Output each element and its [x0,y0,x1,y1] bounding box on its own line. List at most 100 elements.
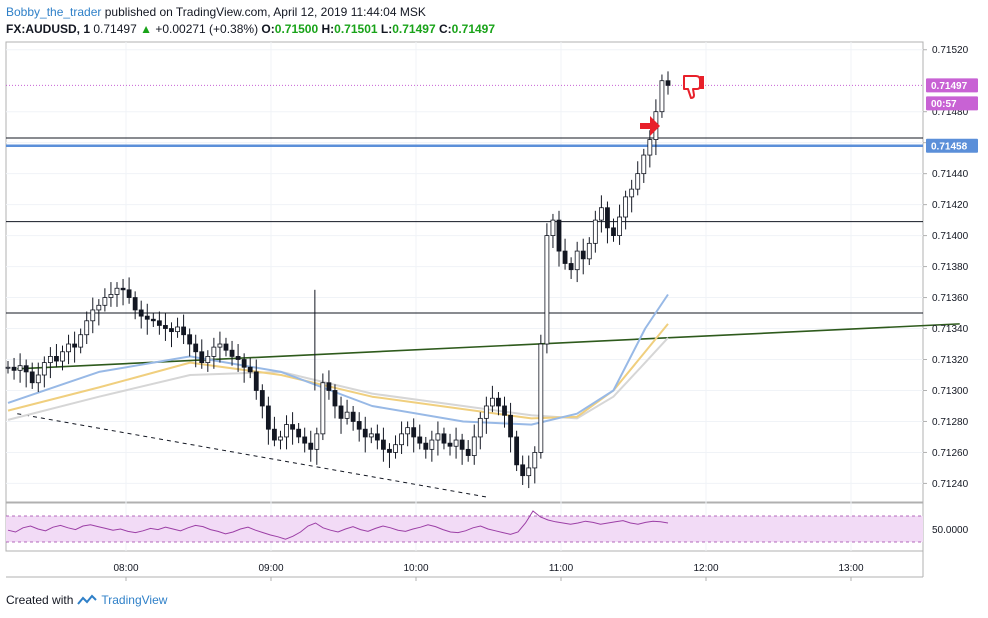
candle-body [381,439,386,450]
candle-body [278,436,283,441]
candle-body [405,427,411,435]
candle-body [514,436,520,466]
candle-body [217,343,223,348]
symbol-label[interactable]: FX:AUDUSD, 1 [6,22,91,36]
moving-averages [7,293,669,426]
time-tick-label: 08:00 [113,563,138,574]
candle-body [332,390,338,407]
horizontal-levels[interactable] [6,84,960,498]
ma-gray-line [7,337,669,421]
open-label: O: [261,22,275,36]
price-tick-label: 0.71240 [932,479,969,490]
candle-body [54,356,59,362]
candle-body [665,80,671,86]
candle-body [11,366,17,371]
candle-body [41,362,47,376]
candle-body [526,467,532,477]
price-tick-label: 0.71340 [932,324,969,335]
candle-body [611,227,616,237]
candle-body [617,216,622,237]
candle-body [490,397,495,407]
candle-body [96,304,102,311]
high-label: H: [321,22,335,36]
price-change: +0.00271 (+0.38%) [155,22,259,36]
candle-body [72,343,78,348]
candle-body [399,433,404,446]
created-with-label: Created with [6,593,74,607]
candle-body [120,287,126,291]
candle-body [374,433,380,441]
candle-body [66,343,71,353]
candle-body [144,315,150,320]
candle-body [253,371,259,391]
candle-body [302,436,308,444]
last-price: 0.71497 [93,22,137,36]
candle-body [47,356,53,364]
candle-body [126,289,132,298]
candle-body [435,433,441,441]
candle-body [605,207,610,229]
candle-body [659,80,665,113]
candle-body [635,173,641,190]
candle-body [368,433,374,438]
candle-body [314,433,320,450]
candle-body [326,382,332,391]
candle-body [290,424,295,430]
candle-body [175,326,180,333]
trend-line [17,323,960,370]
candle-body [344,411,350,419]
candle-body [623,196,629,218]
candle-body [169,328,174,333]
candle-body [199,351,205,364]
candle-body [114,287,120,295]
candle-body [193,343,199,353]
red-arrow-icon [640,116,660,136]
grid [6,42,923,551]
rsi-band [6,515,923,543]
candle-body [296,428,302,438]
price-tick-label: 0.71520 [932,45,969,56]
rsi-axis-label: 50.0000 [932,525,969,536]
open-value: 0.71500 [274,22,319,36]
time-tick-label: 12:00 [693,563,718,574]
candle-body [29,371,35,384]
candle-body [411,427,417,438]
ohlc-legend: FX:AUDUSD, 1 0.71497 ▲ +0.00271 (+0.38%)… [6,21,495,37]
price-tick-label: 0.71380 [932,262,969,273]
candle-body [205,356,211,364]
candle-body [592,219,598,244]
support-level-tag-box [926,138,978,153]
rsi-band-fill [6,516,923,542]
candle-body [150,318,156,322]
published-info: published on TradingView.com, April 12, … [104,5,426,19]
last-price-tag-box [926,78,978,93]
candle-body [471,436,477,456]
candle-body [35,374,41,384]
candle-body [132,297,138,311]
countdown-tag: 00:57 [931,99,957,110]
tradingview-link[interactable]: TradingView [101,593,168,607]
candle-body [387,448,392,453]
candle-body [138,309,144,317]
author-name[interactable]: Bobby_the_trader [6,5,102,19]
candle-body [17,365,23,371]
candle-body [502,405,507,416]
candle-body [235,356,241,360]
candle-body [90,309,96,322]
low-value: 0.71497 [392,22,436,36]
ma-yellow-line [7,323,669,420]
price-tick-label: 0.71300 [932,386,969,397]
tradingview-logo-icon [77,594,98,605]
candle-body [459,439,465,450]
countdown-tag-box [926,96,978,111]
candle-body [108,294,114,298]
candle-body [265,405,271,430]
candle-body [156,320,162,326]
price-axis-ticks: 0.715200.714800.714600.714400.714200.714… [923,45,969,490]
time-tick-label: 13:00 [838,563,863,574]
candle-body [60,351,65,362]
low-label: L: [380,22,393,36]
price-tick-label: 0.71440 [932,169,969,180]
candle-body [187,334,193,345]
